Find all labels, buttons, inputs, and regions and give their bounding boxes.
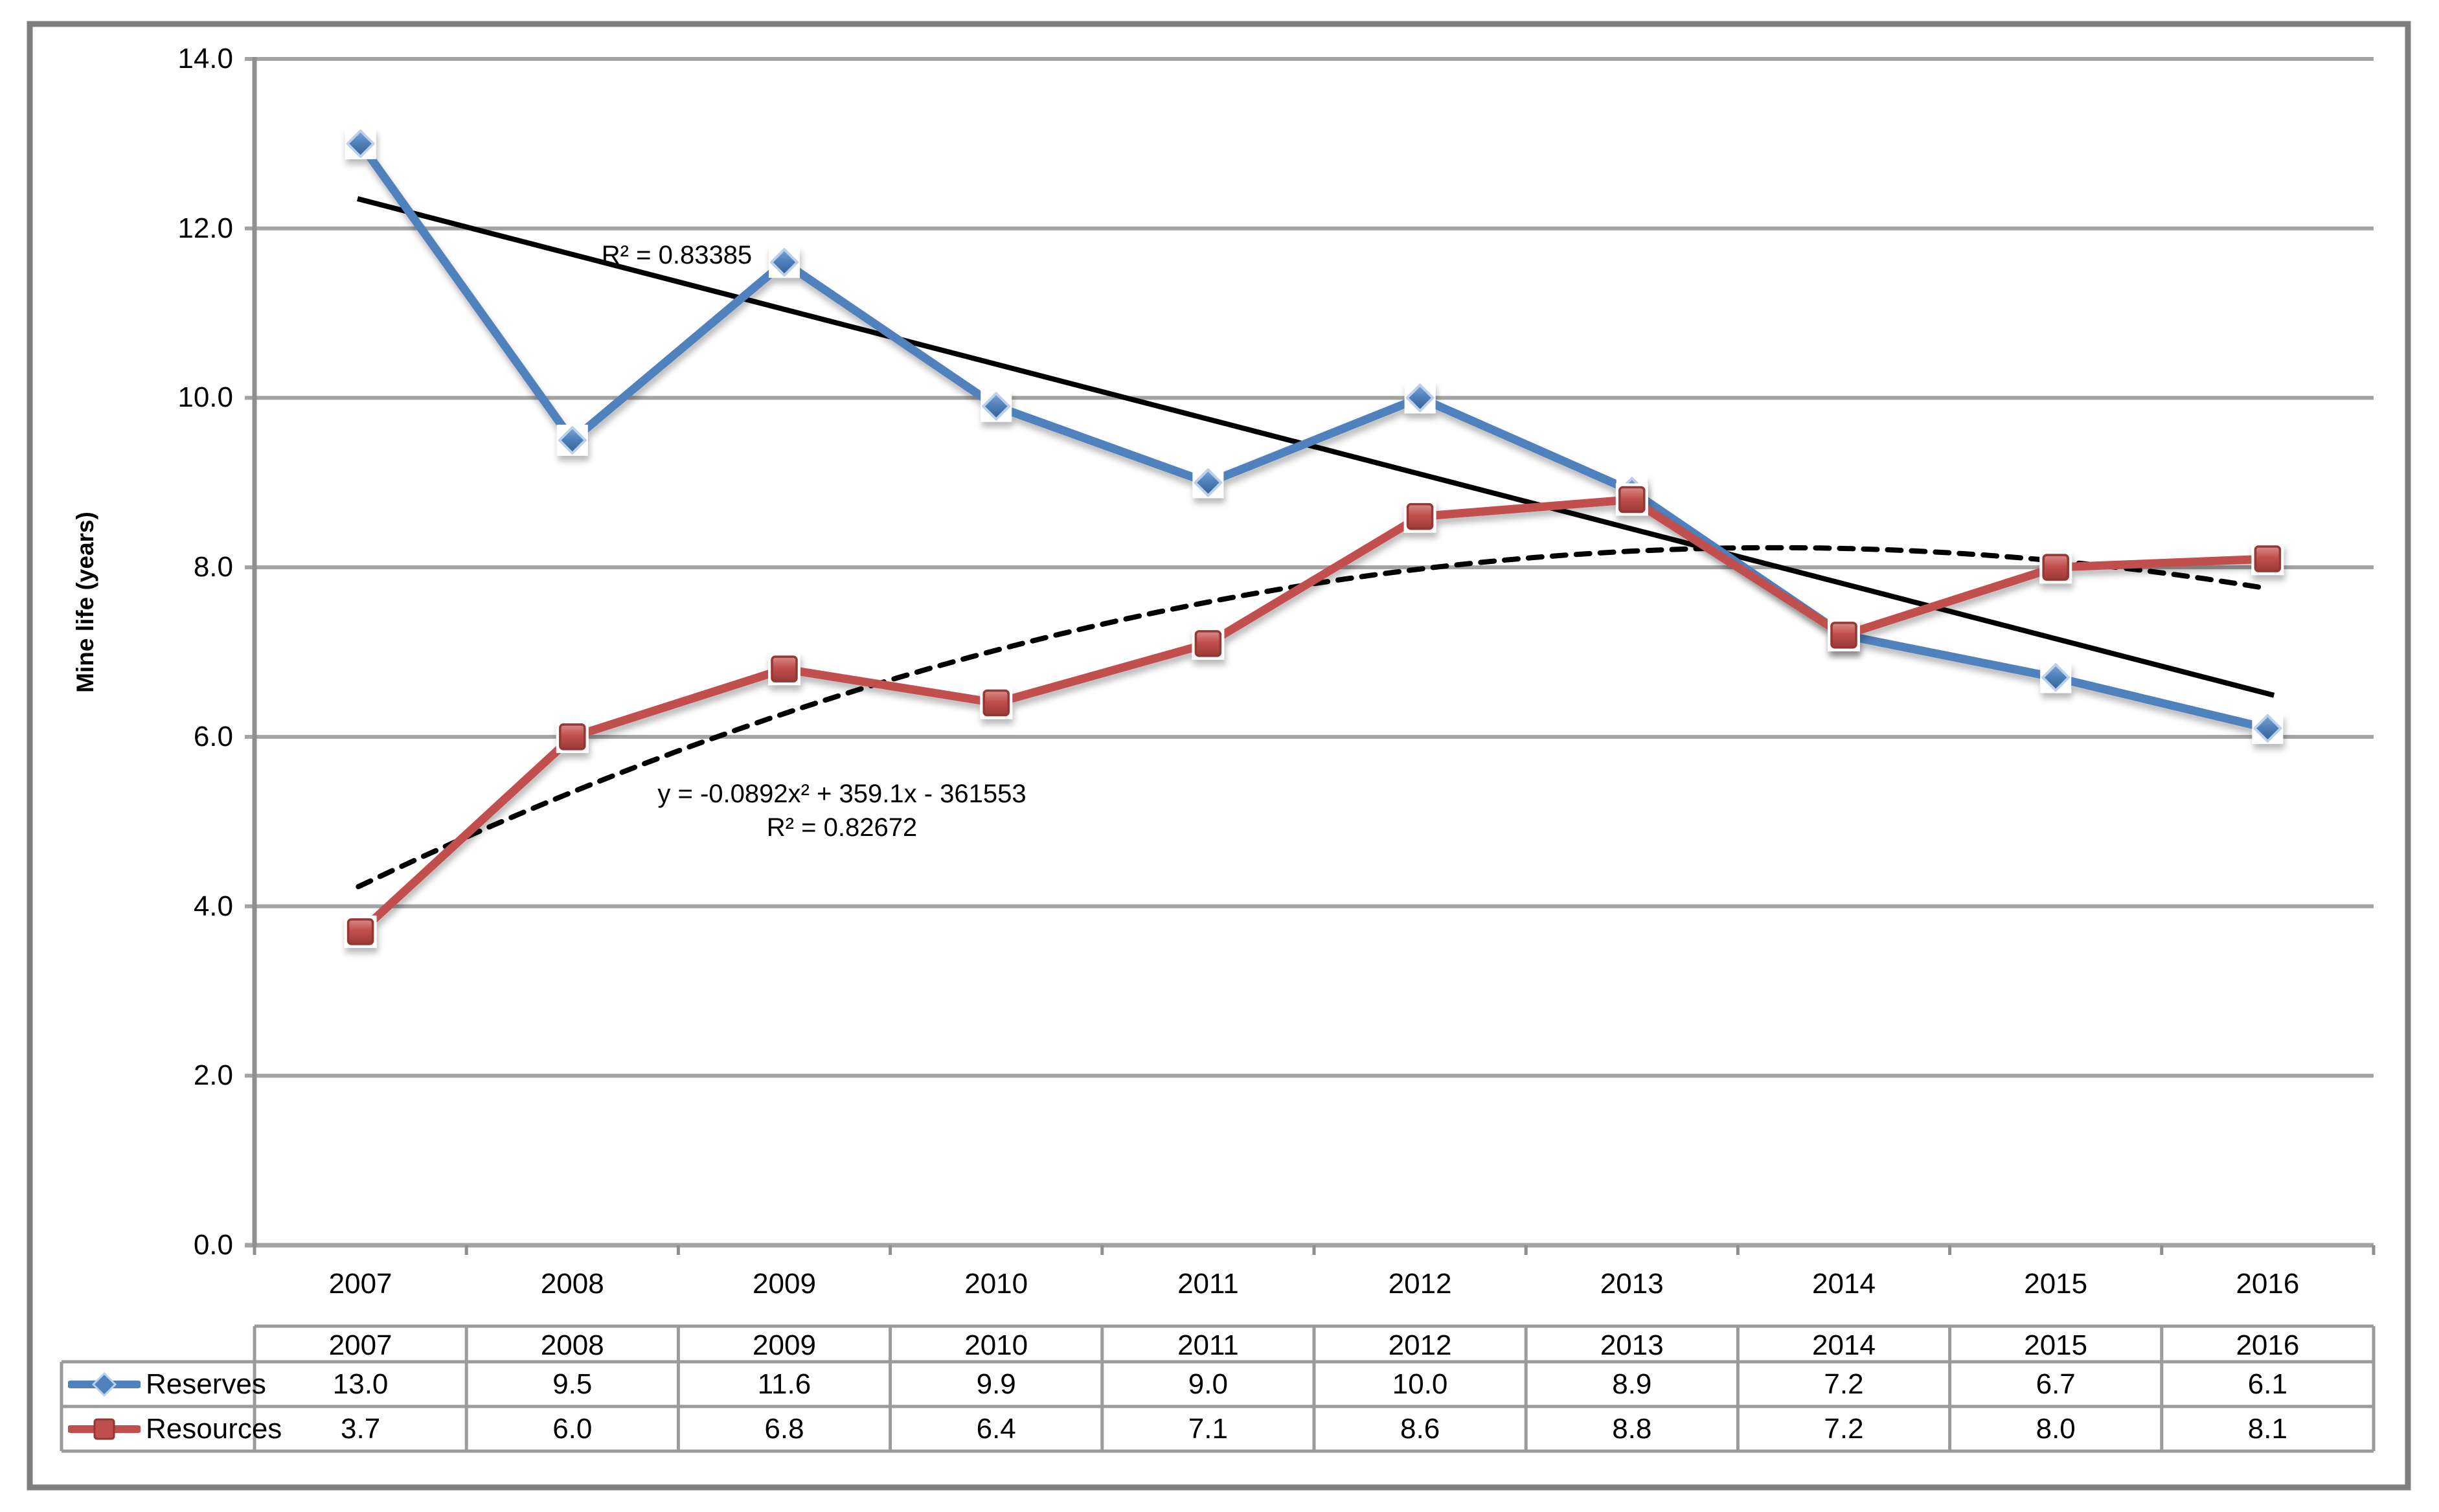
resources-line <box>356 495 2272 936</box>
legend-label: Resources <box>146 1412 282 1445</box>
table-value-cell: 8.1 <box>2247 1413 2287 1445</box>
reserves-line <box>356 139 2272 733</box>
legend-label: Reserves <box>146 1368 266 1400</box>
y-tick-label: 10.0 <box>177 381 233 414</box>
table-header-year: 2015 <box>2024 1329 2088 1361</box>
table-value-cell: 6.7 <box>2036 1368 2076 1400</box>
legend-square <box>93 1418 115 1439</box>
diamond-marker <box>770 248 799 277</box>
x-tick-label: 2009 <box>753 1268 816 1300</box>
diamond-marker <box>558 425 587 455</box>
legend-key-resources: Resources <box>62 1406 282 1451</box>
legend-line-diamond-icon <box>68 1371 141 1397</box>
y-tick-label: 6.0 <box>193 720 233 752</box>
table-header-year: 2011 <box>1177 1329 1239 1361</box>
x-tick-label: 2014 <box>1812 1268 1876 1300</box>
square-marker <box>1830 622 1857 649</box>
series-lines <box>344 128 2284 948</box>
y-tick-label: 4.0 <box>193 890 233 922</box>
table-value-cell: 8.0 <box>2036 1413 2076 1445</box>
table-value-cell: 11.6 <box>757 1368 811 1400</box>
table-value-cell: 8.8 <box>1612 1413 1652 1445</box>
figure-border <box>27 21 2411 1491</box>
diamond-marker <box>2041 663 2070 692</box>
legend-key-reserves: Reserves <box>62 1362 266 1406</box>
equation-line: y = -0.0892x² + 359.1x - 361553 <box>657 780 1027 808</box>
y-tick-label: 0.0 <box>193 1229 233 1261</box>
table-value-cell: 8.9 <box>1612 1368 1652 1400</box>
square-marker <box>1194 630 1222 657</box>
gridlines <box>245 57 2374 1248</box>
square-marker <box>559 723 586 750</box>
diamond-marker <box>2253 714 2282 743</box>
trendlines <box>356 196 2275 890</box>
x-tick-label: 2012 <box>1388 1268 1452 1300</box>
x-tick-label: 2013 <box>1600 1268 1664 1300</box>
x-tick-label: 2011 <box>1177 1268 1239 1300</box>
x-tick-label: 2010 <box>964 1268 1028 1300</box>
table-value-cell: 13.0 <box>332 1368 389 1400</box>
table-value-cell: 8.6 <box>1400 1413 1440 1445</box>
x-tick-label: 2015 <box>2024 1268 2088 1300</box>
diamond-marker <box>1194 468 1223 497</box>
table-value-cell: 7.2 <box>1824 1413 1864 1445</box>
linear-trendline <box>357 196 2275 698</box>
diamond-marker <box>346 129 375 158</box>
table-value-cell: 9.0 <box>1188 1368 1228 1400</box>
square-marker <box>346 918 374 945</box>
table-grid <box>60 1324 2376 1453</box>
table-value-cell: 6.0 <box>552 1413 593 1445</box>
table-header-year: 2007 <box>328 1329 392 1361</box>
table-value-cell: 6.8 <box>764 1413 804 1445</box>
polynomial-trendline-equation: y = -0.0892x² + 359.1x - 361553 R² = 0.8… <box>651 777 1033 844</box>
square-marker <box>1406 502 1434 530</box>
table-header-year: 2010 <box>964 1329 1028 1361</box>
table-value-cell: 9.5 <box>552 1368 593 1400</box>
table-value-cell: 10.0 <box>1392 1368 1448 1400</box>
square-marker <box>2254 545 2282 572</box>
y-tick-label: 2.0 <box>193 1059 233 1092</box>
x-tick-label: 2008 <box>540 1268 604 1300</box>
square-marker <box>1618 486 1646 513</box>
table-value-cell: 6.1 <box>2247 1368 2287 1400</box>
table-header-year: 2016 <box>2236 1329 2300 1361</box>
table-value-cell: 7.1 <box>1188 1413 1228 1445</box>
table-value-cell: 7.2 <box>1824 1368 1864 1400</box>
square-marker <box>771 655 798 683</box>
equation-r2-line: R² = 0.82672 <box>766 813 918 842</box>
y-tick-label: 8.0 <box>193 551 233 583</box>
legend-diamond <box>91 1371 117 1397</box>
square-marker <box>2042 554 2069 581</box>
diamond-marker <box>1405 383 1435 412</box>
y-tick-label: 12.0 <box>177 212 233 244</box>
table-value-cell: 6.4 <box>976 1413 1016 1445</box>
square-marker <box>982 689 1010 717</box>
axes <box>252 57 2376 1255</box>
table-header-year: 2009 <box>753 1329 816 1361</box>
table-value-cell: 3.7 <box>341 1413 381 1445</box>
table-header-year: 2014 <box>1812 1329 1876 1361</box>
diamond-marker <box>982 392 1011 421</box>
y-tick-label: 14.0 <box>177 43 233 74</box>
table-value-cell: 9.9 <box>976 1368 1016 1400</box>
series-reserves <box>345 128 2284 744</box>
x-tick-label: 2016 <box>2236 1268 2300 1300</box>
table-header-year: 2008 <box>540 1329 604 1361</box>
table-header-year: 2013 <box>1600 1329 1664 1361</box>
series-resources <box>344 483 2284 948</box>
figure-outer-border <box>27 21 2411 1491</box>
legend-line-square-icon <box>68 1418 141 1439</box>
linear-trendline-r2-label: R² = 0.83385 <box>601 241 753 269</box>
x-tick-label: 2007 <box>328 1268 392 1300</box>
table-header-year: 2012 <box>1388 1329 1452 1361</box>
